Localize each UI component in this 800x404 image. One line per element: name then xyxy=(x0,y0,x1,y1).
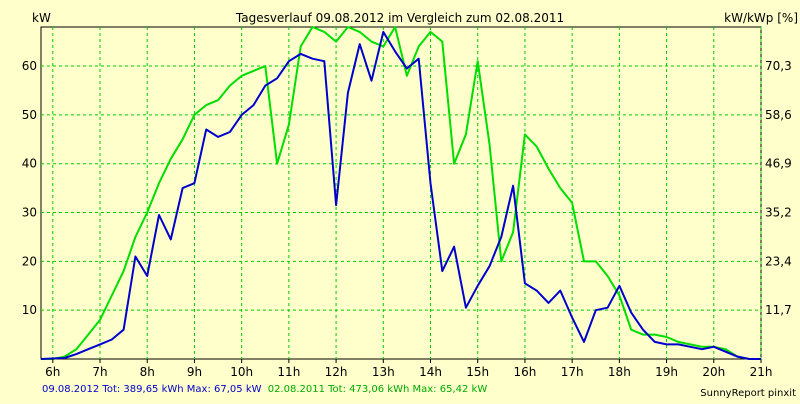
series-line-09-08-2012 xyxy=(40,30,761,360)
x-tick-label: 17h xyxy=(561,365,584,379)
y-left-tick-label: 60 xyxy=(22,59,37,73)
y-right-tick-label: 35,2 xyxy=(765,206,792,220)
x-tick-label: 11h xyxy=(277,365,300,379)
plot-area xyxy=(40,26,762,360)
y-left-axis-label: kW xyxy=(32,11,51,25)
y-left-axis-ticks: 10 20 30 40 50 60 xyxy=(22,59,37,317)
y-left-tick-label: 30 xyxy=(22,206,37,220)
y-left-tick-label: 40 xyxy=(22,157,37,171)
y-right-axis-label: kW/kWp [%] xyxy=(724,11,798,25)
x-tick-label: 20h xyxy=(702,365,725,379)
x-tick-label: 16h xyxy=(513,365,536,379)
x-tick-label: 7h xyxy=(92,365,107,379)
x-tick-label: 13h xyxy=(372,365,395,379)
grid xyxy=(41,27,762,359)
y-right-axis-ticks: 11,7 23,4 35,2 46,9 58,6 70,3 xyxy=(765,59,792,317)
y-right-tick-label: 11,7 xyxy=(765,303,792,317)
x-tick-label: 14h xyxy=(419,365,442,379)
x-axis-ticks: 6h 7h 8h 9h 10h 11h 12h 13h 14h 15h 16h 17h 18h 19h 20… xyxy=(45,359,772,379)
y-right-tick-label: 46,9 xyxy=(765,157,792,171)
x-tick-label: 12h xyxy=(325,365,348,379)
x-tick-label: 21h xyxy=(750,365,773,379)
x-tick-label: 18h xyxy=(608,365,631,379)
series-layer xyxy=(40,26,761,360)
y-right-tick-label: 23,4 xyxy=(765,254,792,268)
x-tick-label: 15h xyxy=(466,365,489,379)
x-tick-label: 6h xyxy=(45,365,60,379)
y-right-tick-label: 58,6 xyxy=(765,108,792,122)
footer-credit: SunnyReport pinxit xyxy=(700,388,796,399)
x-tick-label: 9h xyxy=(187,365,202,379)
y-right-tick-label: 70,3 xyxy=(765,59,792,73)
legend-series-2011: 02.08.2011 Tot: 473,06 kWh Max: 65,42 kW xyxy=(268,384,488,395)
y-left-tick-label: 50 xyxy=(22,108,37,122)
y-left-tick-label: 20 xyxy=(22,254,37,268)
footer-legend: 09.08.2012 Tot: 389,65 kWh Max: 67,05 kW… xyxy=(42,384,487,395)
x-tick-label: 10h xyxy=(230,365,253,379)
x-tick-label: 19h xyxy=(655,365,678,379)
chart-title: Tagesverlauf 09.08.2012 im Vergleich zum… xyxy=(235,11,564,25)
series-line-02-08-2011 xyxy=(41,26,761,360)
legend-series-2012: 09.08.2012 Tot: 389,65 kWh Max: 67,05 kW xyxy=(42,384,262,395)
y-left-tick-label: 10 xyxy=(22,303,37,317)
x-tick-label: 8h xyxy=(140,365,155,379)
